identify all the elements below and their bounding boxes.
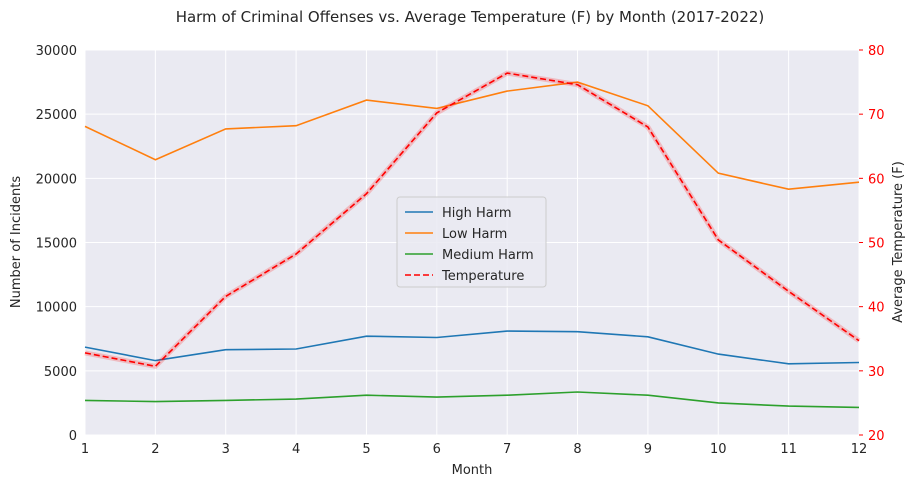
grid: [84, 49, 860, 436]
x-tick-label: 12: [851, 442, 868, 457]
x-tick-label: 1: [81, 442, 89, 457]
x-tick-label: 2: [151, 442, 159, 457]
y-tick-label-right: 70: [868, 108, 885, 123]
y-tick-label-left: 5000: [44, 365, 77, 380]
y-axis-right: 20 30 40 50 60 70 80: [859, 44, 885, 444]
legend-label-temperature: Temperature: [441, 269, 524, 284]
x-tick-label: 10: [710, 442, 727, 457]
series-line-medium-harm: [84, 391, 860, 409]
x-axis-label: Month: [452, 463, 493, 478]
series-line-high-harm: [84, 330, 860, 365]
x-tick-label: 8: [573, 442, 581, 457]
y-tick-label-left: 30000: [36, 44, 77, 59]
legend-label-medium-harm: Medium Harm: [442, 248, 534, 263]
y-tick-label-right: 50: [868, 237, 885, 252]
legend-box: [396, 196, 547, 288]
series-layer: [84, 70, 861, 409]
series-line-temperature: [84, 72, 860, 368]
y-tick-label-right: 30: [868, 365, 885, 380]
y-tick-label-right: 20: [868, 429, 885, 444]
y-tick-label-left: 10000: [36, 301, 77, 316]
y-tick-label-left: 15000: [36, 237, 77, 252]
x-axis: 1 2 3 4 5 6 7 8 9 10 11 12: [81, 442, 867, 457]
x-tick-label: 7: [503, 442, 511, 457]
x-tick-label: 5: [362, 442, 370, 457]
y-tick-label-right: 60: [868, 172, 885, 187]
y-axis-label-left: Number of Incidents: [9, 176, 24, 308]
y-tick-label-left: 0: [69, 429, 77, 444]
y-axis-label-right: Average Temperature (F): [891, 161, 906, 323]
y-tick-label-left: 20000: [36, 172, 77, 187]
x-tick-label: 11: [780, 442, 797, 457]
y-tick-label-right: 40: [868, 301, 885, 316]
x-tick-label: 9: [644, 442, 652, 457]
y-tick-label-right: 80: [868, 44, 885, 59]
chart-title: Harm of Criminal Offenses vs. Average Te…: [176, 8, 765, 26]
x-tick-label: 3: [222, 442, 230, 457]
y-tick-label-left: 25000: [36, 108, 77, 123]
y-axis-left: 0 5000 10000 15000 20000 25000 30000: [36, 44, 77, 444]
legend-label-high-harm: High Harm: [442, 206, 512, 221]
series-line-low-harm: [84, 81, 860, 191]
x-tick-label: 4: [292, 442, 300, 457]
x-tick-label: 6: [433, 442, 441, 457]
legend: High Harm Low Harm Medium Harm Temperature: [396, 196, 547, 288]
legend-label-low-harm: Low Harm: [442, 227, 507, 242]
